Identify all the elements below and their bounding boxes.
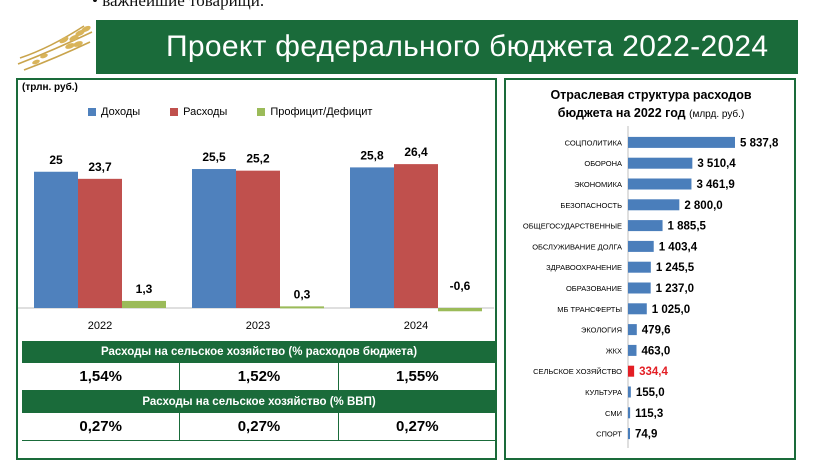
chart-legend: Доходы Расходы Профицит/Дефицит xyxy=(88,106,372,118)
agri-gdp-share-header: Расходы на сельское хозяйство (% ВВП) xyxy=(22,391,496,413)
category-label-13: СМИ xyxy=(605,409,622,418)
category-label-8: МБ ТРАНСФЕРТЫ xyxy=(557,305,622,314)
category-label-6: ЗДРАВООХРАНЕНИЕ xyxy=(546,263,622,272)
legend-label-expense: Расходы xyxy=(183,106,228,118)
category-label-10: ЖКХ xyxy=(606,346,622,355)
category-label-3: БЕЗОПАСНОСТЬ xyxy=(560,201,622,210)
category-label-7: ОБРАЗОВАНИЕ xyxy=(566,284,622,293)
right-chart-title-line1: Отраслевая структура расходов xyxy=(550,88,752,102)
category-label-5: ОБСЛУЖИВАНИЕ ДОЛГА xyxy=(532,242,622,251)
legend-swatch-income xyxy=(88,108,96,116)
right-chart-title-line2: бюджета на 2022 год xyxy=(557,106,686,120)
category-label-1: ОБОРОНА xyxy=(584,159,622,168)
right-chart-title: Отраслевая структура расходов бюджета на… xyxy=(510,86,792,124)
agri-budget-share-2023: 1,52% xyxy=(180,363,339,391)
page-title: Проект федерального бюджета 2022-2024 xyxy=(166,30,769,63)
hbar-value-4: 1 885,5 xyxy=(668,221,707,233)
hbar-value-9: 479,6 xyxy=(642,325,671,337)
data-label-2022-s2: 1,3 xyxy=(136,282,153,296)
top-text-fragment: • важнейшие товарищи. xyxy=(92,0,265,10)
hbar-value-3: 2 800,0 xyxy=(684,200,722,212)
agri-table: Расходы на сельское хозяйство (% расходо… xyxy=(22,341,496,441)
hbar-value-11: 334,4 xyxy=(639,366,668,378)
budget-bar-chart: 25 23,7 1,3 2022 25,5 25,2 0,3 2023 25,8 26,4 -0,6… xyxy=(18,145,494,332)
x-tick-2023: 2023 xyxy=(246,320,270,332)
hbar-13 xyxy=(628,407,631,419)
data-label-2024-s2: -0,6 xyxy=(450,279,471,293)
bar-2023-s0 xyxy=(192,169,236,308)
hbar-value-10: 463,0 xyxy=(641,345,670,357)
data-label-2023-s2: 0,3 xyxy=(294,287,311,301)
category-label-0: СОЦПОЛИТИКА xyxy=(565,138,622,147)
category-label-14: СПОРТ xyxy=(596,430,622,439)
hbar-11 xyxy=(628,365,635,377)
hbar-2 xyxy=(628,178,692,190)
agri-gdp-share-2024: 0,27% xyxy=(338,413,496,441)
agri-gdp-share-2023: 0,27% xyxy=(180,413,339,441)
x-tick-2022: 2022 xyxy=(88,320,112,332)
hbar-value-13: 115,3 xyxy=(635,408,663,420)
hbar-value-2: 3 461,9 xyxy=(696,179,734,191)
category-label-9: ЭКОЛОГИЯ xyxy=(581,326,622,335)
agri-budget-share-2022: 1,54% xyxy=(22,363,181,391)
hbar-value-14: 74,9 xyxy=(635,429,657,441)
category-label-4: ОБЩЕГОСУДАРСТВЕННЫЕ xyxy=(523,222,622,231)
hbar-10 xyxy=(628,344,637,356)
data-label-2022-s0: 25 xyxy=(49,153,63,167)
agri-budget-share-header: Расходы на сельское хозяйство (% расходо… xyxy=(22,341,496,363)
bar-2024-s0 xyxy=(350,167,394,308)
agri-gdp-share-row: 0,27% 0,27% 0,27% xyxy=(22,413,496,441)
hbar-14 xyxy=(628,428,630,440)
bar-2022-s1 xyxy=(78,178,122,308)
bar-2022-s2 xyxy=(122,300,166,308)
hbar-0 xyxy=(628,136,735,148)
data-label-2024-s0: 25,8 xyxy=(360,148,384,162)
hbar-value-5: 1 403,4 xyxy=(659,241,698,253)
hbar-12 xyxy=(628,386,631,398)
legend-label-income: Доходы xyxy=(101,106,141,118)
hbar-value-1: 3 510,4 xyxy=(697,158,736,170)
data-label-2024-s1: 26,4 xyxy=(404,145,428,159)
legend-item-balance: Профицит/Дефицит xyxy=(257,106,372,118)
legend-label-balance: Профицит/Дефицит xyxy=(270,106,373,118)
hbar-8 xyxy=(628,303,647,315)
hbar-value-12: 155,0 xyxy=(636,387,665,399)
wheat-icon xyxy=(17,25,93,71)
legend-item-income: Доходы xyxy=(88,106,140,118)
agri-gdp-share-2022: 0,27% xyxy=(22,413,181,441)
legend-swatch-balance xyxy=(257,108,266,116)
bar-2024-s1 xyxy=(394,164,438,308)
sector-bar-chart: СОЦПОЛИТИКА 5 837,8 ОБОРОНА 3 510,4 ЭКОНОМИК… xyxy=(523,126,779,448)
bar-2022-s0 xyxy=(34,171,78,308)
hbar-7 xyxy=(628,282,651,294)
category-label-2: ЭКОНОМИКА xyxy=(574,180,622,189)
agri-budget-share-row: 1,54% 1,52% 1,55% xyxy=(22,363,496,391)
hbar-9 xyxy=(628,324,637,336)
category-label-11: СЕЛЬСКОЕ ХОЗЯЙСТВО xyxy=(533,367,622,376)
unit-label: (трлн. руб.) xyxy=(22,82,78,93)
hbar-value-0: 5 837,8 xyxy=(740,137,779,149)
legend-swatch-expense xyxy=(170,108,179,116)
hbar-4 xyxy=(628,220,663,232)
hbar-1 xyxy=(628,157,693,169)
hbar-value-6: 1 245,5 xyxy=(656,262,695,274)
hbar-value-7: 1 237,0 xyxy=(656,283,694,295)
legend-item-expense: Расходы xyxy=(170,106,227,118)
bar-2024-s2 xyxy=(438,308,482,312)
data-label-2022-s1: 23,7 xyxy=(88,160,112,174)
bar-2023-s1 xyxy=(236,170,280,308)
title-banner: Проект федерального бюджета 2022-2024 xyxy=(96,20,798,74)
hbar-value-8: 1 025,0 xyxy=(652,304,690,316)
data-label-2023-s0: 25,5 xyxy=(202,150,226,164)
agri-budget-share-2024: 1,55% xyxy=(338,363,496,391)
x-tick-2024: 2024 xyxy=(404,320,428,332)
hbar-5 xyxy=(628,240,654,252)
bar-2023-s2 xyxy=(280,306,324,309)
right-chart-unit: (млрд. руб.) xyxy=(689,109,745,120)
data-label-2023-s1: 25,2 xyxy=(246,152,270,166)
hbar-3 xyxy=(628,199,680,211)
hbar-6 xyxy=(628,261,651,273)
category-label-12: КУЛЬТУРА xyxy=(585,388,622,397)
